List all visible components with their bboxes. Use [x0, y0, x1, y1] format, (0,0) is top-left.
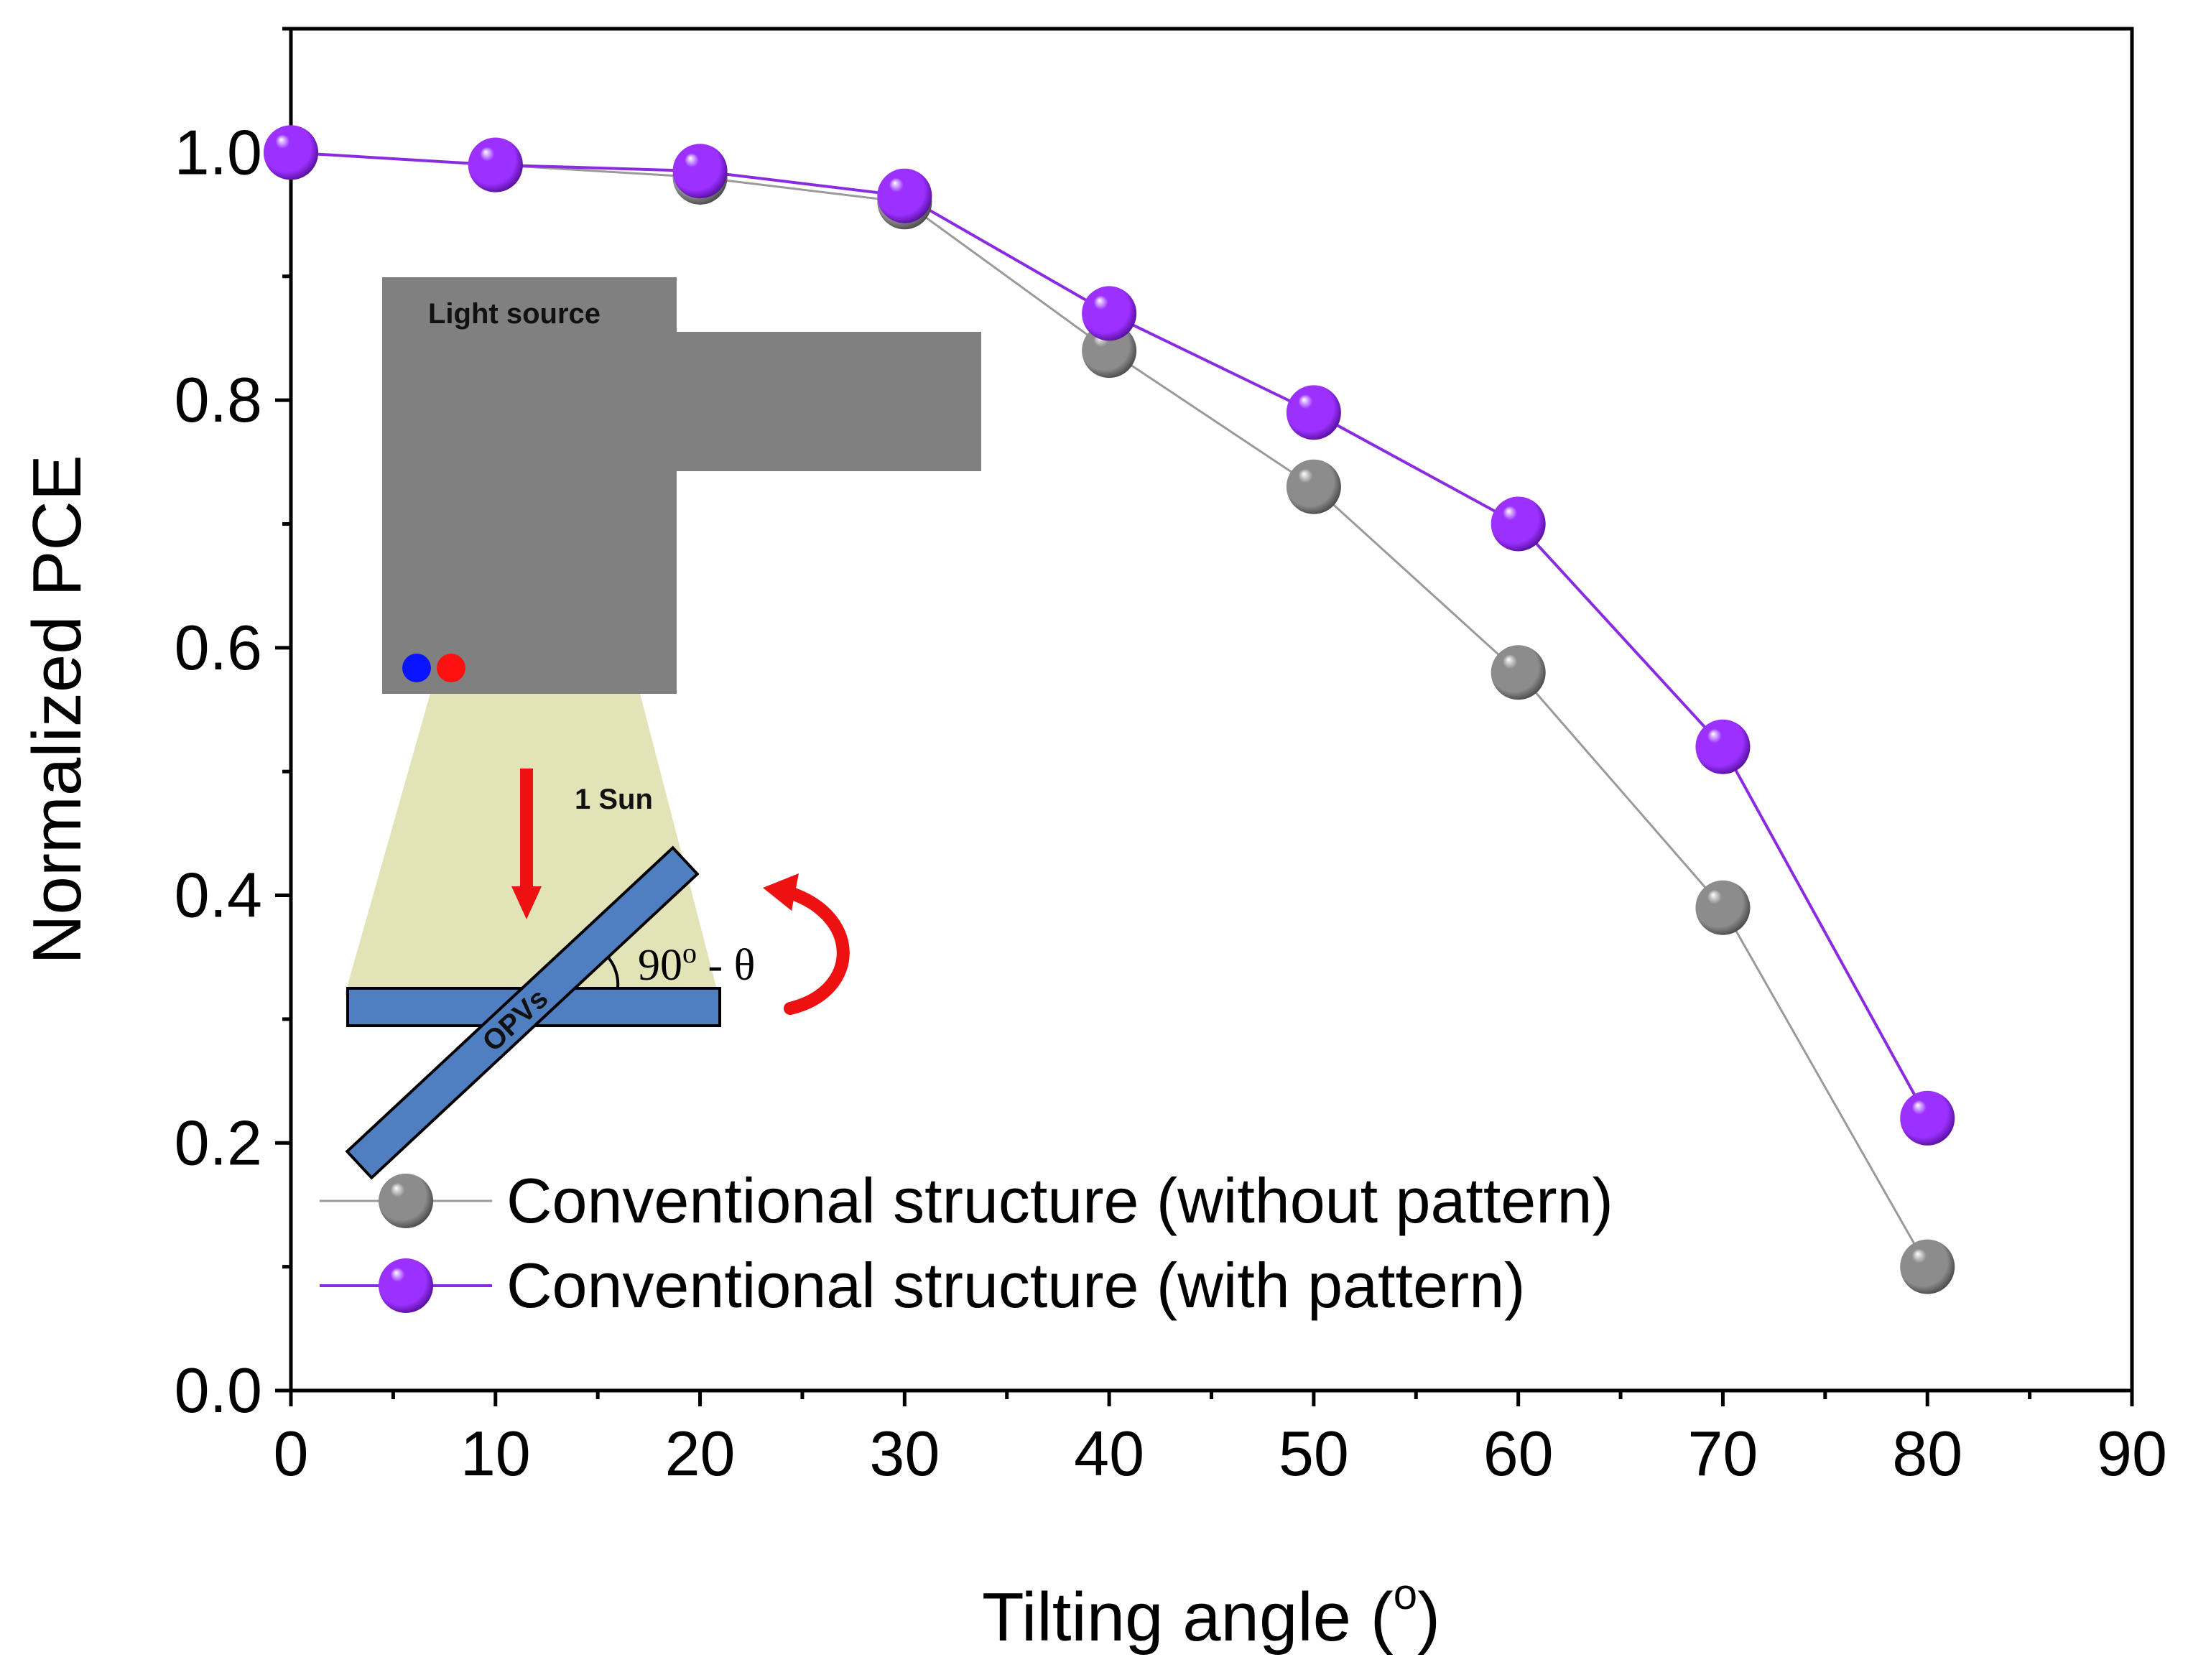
x-tick-label: 10	[460, 1418, 531, 1489]
x-axis-title: Tilting angle (o)	[982, 1570, 1440, 1656]
series-2-point	[468, 137, 523, 192]
light-source-box	[382, 277, 981, 694]
series-2-point	[1695, 719, 1751, 774]
sun-arrow-icon	[511, 769, 542, 919]
x-tick-label: 40	[1074, 1418, 1144, 1489]
x-tick-label: 20	[665, 1418, 736, 1489]
series-2-point	[877, 168, 932, 223]
y-tick-label: 0.6	[175, 612, 262, 683]
y-tick-label: 0.8	[175, 364, 262, 435]
series-2-point	[1286, 385, 1341, 440]
x-tick-label: 70	[1687, 1418, 1758, 1489]
y-tick-label: 1.0	[175, 116, 262, 187]
blue-dot	[402, 654, 431, 682]
series-layer	[264, 125, 1955, 1294]
legend-marker	[379, 1258, 433, 1313]
y-axis-title: Normalized PCE	[19, 455, 96, 965]
x-tick-label: 90	[2097, 1418, 2167, 1489]
x-tick-label: 30	[869, 1418, 940, 1489]
series-2-point	[264, 125, 318, 180]
legend: Conventional structure (without pattern)…	[320, 1165, 1613, 1321]
sun-label: 1 Sun	[575, 784, 653, 815]
series-2-point	[1900, 1090, 1955, 1146]
x-tick-label: 60	[1483, 1418, 1554, 1489]
tilted-opv-panel	[345, 845, 700, 1180]
light-source-label: Light source	[428, 298, 601, 330]
angle-arc	[606, 955, 620, 989]
series-1-point	[1491, 645, 1546, 700]
y-tick-label: 0.2	[175, 1107, 262, 1178]
y-tick-label: 0.0	[175, 1355, 262, 1426]
axes: 0 10 20 30 40 50 60 70 80 90 0.0 0.2 0.4 0.6 0.8 1.0	[175, 27, 2167, 1489]
series-2-point	[1082, 286, 1137, 341]
legend-marker	[379, 1174, 433, 1228]
rotation-arrow-icon	[763, 873, 850, 1015]
x-tick-label: 0	[274, 1418, 309, 1489]
legend-label: Conventional structure (with pattern)	[506, 1250, 1525, 1321]
x-tick-label: 80	[1892, 1418, 1962, 1489]
series-2-point	[1491, 496, 1546, 552]
y-axis-ticks: 0.0 0.2 0.4 0.6 0.8 1.0	[175, 27, 291, 1426]
angle-label: 90o - θ	[638, 937, 755, 990]
x-axis-ticks: 0 10 20 30 40 50 60 70 80 90	[274, 1391, 2167, 1489]
series-1-point	[1695, 880, 1751, 935]
red-dot	[437, 654, 465, 682]
series-1-point	[1900, 1239, 1955, 1294]
y-tick-label: 0.4	[175, 860, 262, 931]
legend-label: Conventional structure (without pattern)	[506, 1165, 1613, 1236]
inset-illustration: Light source 1 Sun OPVs 90o - θ	[345, 277, 981, 1180]
x-tick-label: 50	[1279, 1418, 1349, 1489]
series-2-point	[672, 144, 728, 199]
series-1-point	[1286, 459, 1341, 514]
